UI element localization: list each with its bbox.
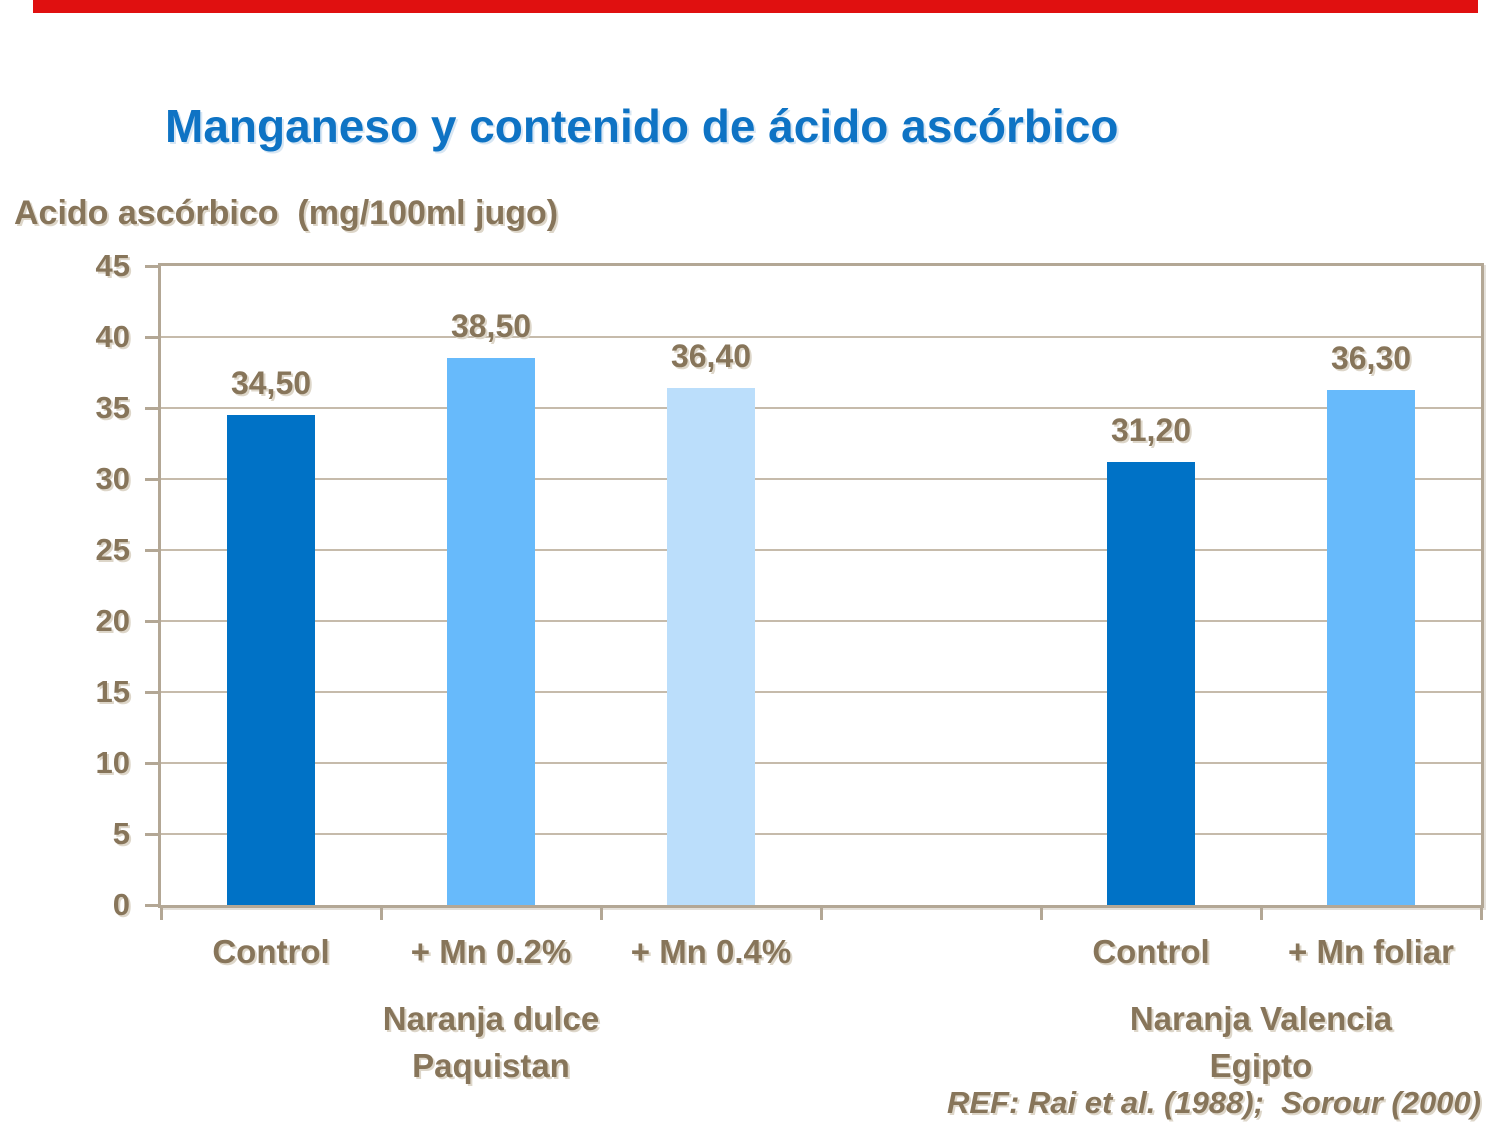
category-label: + Mn 0.2%: [410, 933, 572, 970]
bar-value-label: 34,50: [230, 365, 312, 402]
y-axis-tick-label: 45: [95, 248, 130, 283]
y-axis-title: Acido ascórbico (mg/100ml jugo): [14, 194, 559, 232]
y-axis-tick: [145, 691, 161, 694]
bar--mn-0-2-: [447, 358, 535, 905]
top-red-strip: [33, 0, 1478, 13]
bar-value-label: 31,20: [1110, 411, 1192, 448]
bar--mn-0-4-: [667, 388, 755, 905]
group-label-line: Naranja dulce: [382, 1000, 600, 1037]
gridline: [161, 620, 1481, 622]
reference-text: REF: Rai et al. (1988); Sorour (2000): [946, 1085, 1481, 1120]
y-axis-tick-label: 35: [95, 390, 130, 425]
y-axis-tick: [145, 833, 161, 836]
y-axis-tick-label: 5: [112, 816, 130, 851]
category-label: Control: [212, 933, 330, 970]
y-axis-tick: [145, 620, 161, 623]
x-axis-tick: [160, 907, 163, 920]
y-axis-tick: [145, 478, 161, 481]
bar-control: [1107, 461, 1195, 905]
bar-value-label: 36,40: [670, 338, 752, 375]
bar-value-label: 38,50: [450, 308, 532, 345]
group-label: Naranja Valencia Egipto: [1001, 995, 1501, 1089]
category-label: Control: [1092, 933, 1210, 970]
y-axis-tick: [145, 904, 161, 907]
gridline: [161, 691, 1481, 693]
gridline: [161, 833, 1481, 835]
bar-value-label: 36,30: [1330, 339, 1412, 376]
group-label-line: Egipto: [1209, 1047, 1313, 1084]
y-axis-tick: [145, 762, 161, 765]
category-label: + Mn 0.4%: [630, 933, 792, 970]
y-axis-tick-label: 10: [95, 745, 130, 780]
y-axis-tick: [145, 549, 161, 552]
y-axis-tick-label: 15: [95, 674, 130, 709]
y-axis-tick: [145, 265, 161, 268]
group-label: Naranja dulce Paquistan: [231, 995, 751, 1089]
y-axis-tick-label: 20: [95, 603, 130, 638]
group-label-line: Paquistan: [412, 1047, 570, 1084]
gridline: [161, 336, 1481, 338]
y-axis-tick: [145, 336, 161, 339]
bar-control: [227, 415, 315, 905]
gridline: [161, 407, 1481, 409]
group-label-line: Naranja Valencia: [1129, 1000, 1393, 1037]
gridline: [161, 762, 1481, 764]
x-axis-tick: [380, 907, 383, 920]
chart-title: Manganeso y contenido de ácido ascórbico: [165, 99, 1119, 152]
x-axis-tick: [1260, 907, 1263, 920]
category-label: + Mn foliar: [1288, 933, 1454, 970]
x-axis-tick: [820, 907, 823, 920]
y-axis-tick-label: 40: [95, 319, 130, 354]
y-axis-tick-label: 25: [95, 532, 130, 567]
gridline: [161, 549, 1481, 551]
x-axis-tick: [600, 907, 603, 920]
bar--mn-foliar: [1327, 389, 1415, 905]
y-axis-tick-label: 30: [95, 461, 130, 496]
x-axis-tick: [1040, 907, 1043, 920]
y-axis-tick-label: 0: [112, 887, 130, 922]
y-axis-tick: [145, 407, 161, 410]
gridline: [161, 478, 1481, 480]
x-axis-tick: [1480, 907, 1483, 920]
